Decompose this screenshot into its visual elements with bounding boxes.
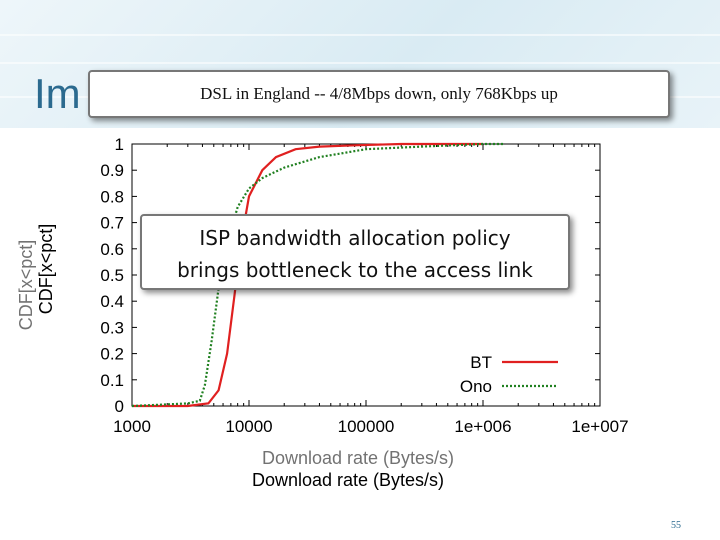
x-tick-label: 1e+006 — [454, 417, 511, 436]
y-tick-label: 1 — [115, 135, 124, 154]
callout-isp-policy: ISP bandwidth allocation policy brings b… — [140, 214, 570, 290]
x-tick-label: 1000 — [113, 417, 151, 436]
callout-isp-line2: brings bottleneck to the access link — [177, 258, 533, 282]
legend-label-ono: Ono — [460, 377, 492, 396]
y-tick-label: 0.5 — [100, 266, 124, 285]
y-tick-label: 0.4 — [100, 292, 124, 311]
y-tick-label: 0.2 — [100, 345, 124, 364]
x-tick-label: 100000 — [338, 417, 395, 436]
slide-title: Im — [34, 70, 81, 117]
callout-dsl: DSL in England -- 4/8Mbps down, only 768… — [88, 70, 670, 118]
y-tick-label: 0.8 — [100, 187, 124, 206]
page-number: 55 — [671, 520, 681, 531]
y-tick-label: 0.6 — [100, 240, 124, 259]
x-axis-label-shadow: Download rate (Bytes/s) — [262, 448, 454, 468]
y-tick-label: 0.7 — [100, 214, 124, 233]
y-tick-label: 0.9 — [100, 161, 124, 180]
y-axis-label: CDF[x<pct] — [36, 224, 56, 315]
y-axis-label-shadow: CDF[x<pct] — [16, 240, 36, 331]
cdf-chart: 0 0.1 0.2 0.3 0.4 0.5 0.6 0.7 0.8 0.9 1 1000 10000 10… — [16, 135, 629, 490]
y-tick-label: 0 — [115, 397, 124, 416]
x-tick-label: 10000 — [225, 417, 272, 436]
series-line-ono — [131, 142, 504, 408]
callout-isp-line1: ISP bandwidth allocation policy — [199, 226, 511, 250]
y-tick-label: 0.3 — [100, 318, 124, 337]
x-axis-label: Download rate (Bytes/s) — [252, 470, 444, 490]
y-tick-label: 0.1 — [100, 371, 124, 390]
legend-label-bt: BT — [470, 353, 492, 372]
x-tick-label: 1e+007 — [571, 417, 628, 436]
